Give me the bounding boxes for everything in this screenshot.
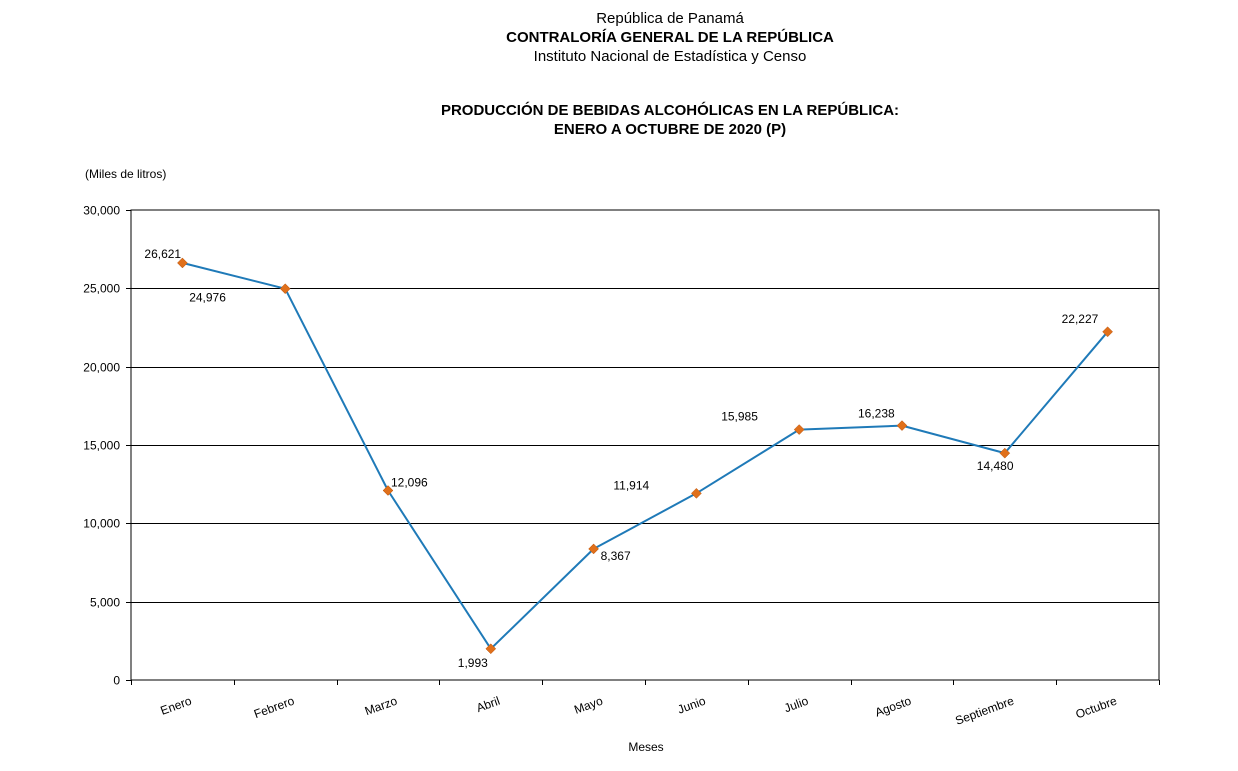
data-point-marker xyxy=(485,643,497,655)
data-point-marker xyxy=(177,257,188,269)
header-agency: CONTRALORÍA GENERAL DE LA REPÚBLICA xyxy=(506,29,834,46)
x-tick-label: Octubre xyxy=(1074,694,1119,722)
data-point-marker xyxy=(1102,326,1113,338)
data-point-marker xyxy=(588,543,599,555)
chart-title: PRODUCCIÓN DE BEBIDAS ALCOHÓLICAS EN LA … xyxy=(440,102,900,119)
data-point-marker xyxy=(382,485,394,496)
y-tick-label: 10,000 xyxy=(83,517,120,531)
data-label: 24,976 xyxy=(189,291,226,305)
y-tick-label: 0 xyxy=(113,674,120,688)
x-tick-label: Abril xyxy=(474,694,501,715)
x-tick-label: Junio xyxy=(676,694,708,717)
data-point-marker xyxy=(999,447,1011,459)
x-tick-label: Julio xyxy=(782,694,810,716)
series-line xyxy=(182,261,1109,650)
data-markers xyxy=(177,257,1113,655)
data-label: 15,985 xyxy=(721,410,758,424)
axes xyxy=(126,210,1160,685)
header-country: República de Panamá xyxy=(596,10,744,27)
data-point-marker xyxy=(279,283,291,295)
data-point-marker xyxy=(793,424,805,435)
data-label: 1,993 xyxy=(458,656,488,670)
x-tick-label: Mayo xyxy=(572,694,605,717)
y-tick-label: 30,000 xyxy=(83,204,120,218)
data-label: 8,367 xyxy=(601,549,631,563)
report-header: República de Panamá CONTRALORÍA GENERAL … xyxy=(0,9,1238,66)
y-tick-labels: 0 5,000 10,000 15,000 20,000 25,000 30,000 xyxy=(83,204,120,688)
chart-title-block: PRODUCCIÓN DE BEBIDAS ALCOHÓLICAS EN LA … xyxy=(0,101,1238,139)
y-tick-label: 5,000 xyxy=(90,596,120,610)
data-label: 12,096 xyxy=(391,475,428,489)
x-tick-label: Agosto xyxy=(873,694,913,720)
data-point-marker xyxy=(896,420,908,431)
x-axis-title: Meses xyxy=(628,740,663,754)
gridlines xyxy=(131,288,1159,603)
y-tick-label: 15,000 xyxy=(83,439,120,453)
data-label: 11,914 xyxy=(613,478,649,492)
series-line-group xyxy=(182,261,1109,650)
y-tick-label: 25,000 xyxy=(83,282,120,296)
data-label: 26,621 xyxy=(144,247,181,261)
x-tick-label: Septiembre xyxy=(953,694,1016,728)
x-tick-label: Marzo xyxy=(363,694,399,719)
units-label: (Miles de litros) xyxy=(85,167,166,181)
data-label: 16,238 xyxy=(858,407,895,421)
data-labels: 26,621 24,976 12,096 1,993 8,367 11,914 15,985… xyxy=(144,247,1098,670)
header-institute: Instituto Nacional de Estadística y Cens… xyxy=(533,48,807,65)
y-tick-label: 20,000 xyxy=(83,361,120,375)
x-tick-label: Febrero xyxy=(252,694,297,722)
data-point-marker xyxy=(691,487,702,499)
x-tick-label: Enero xyxy=(159,694,194,718)
data-label: 14,480 xyxy=(977,459,1014,473)
chart-subtitle: ENERO A OCTUBRE DE 2020 (P) xyxy=(553,121,787,138)
data-label: 22,227 xyxy=(1062,312,1099,326)
x-tick-labels: Enero Febrero Marzo Abril Mayo Junio Julio Agos… xyxy=(159,694,1119,728)
